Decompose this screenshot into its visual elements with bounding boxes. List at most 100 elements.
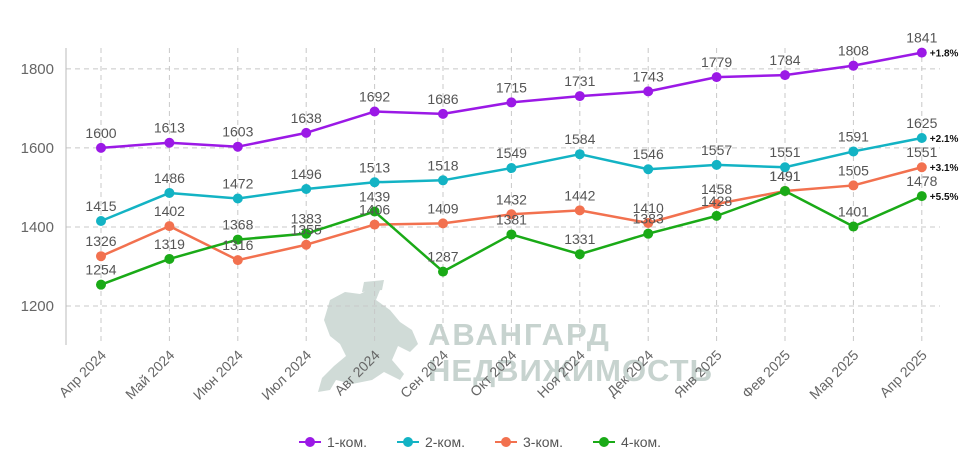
data-point (711, 72, 722, 83)
data-label: 1731 (564, 73, 595, 89)
grid (66, 48, 940, 345)
x-tick-label: Апр 2025 (876, 347, 930, 401)
legend: 1-ком. 2-ком. 3-ком. 4-ком. (0, 434, 960, 450)
data-label: 1458 (701, 181, 732, 197)
brand-line2: НЕДВИЖИМОСТЬ (428, 353, 713, 388)
data-label: 1254 (85, 262, 116, 278)
data-point (643, 228, 654, 239)
data-label: 1432 (496, 191, 527, 207)
data-label: 1600 (85, 125, 116, 141)
legend-item[interactable]: 3-ком. (495, 434, 563, 450)
data-label: 1415 (85, 198, 116, 214)
data-point (506, 163, 517, 174)
legend-item[interactable]: 4-ком. (593, 434, 661, 450)
data-label: 1402 (154, 203, 185, 219)
data-point (369, 219, 380, 230)
data-label: 1326 (85, 233, 116, 249)
legend-swatch (298, 436, 321, 448)
data-label: 1496 (291, 166, 322, 182)
data-label: 1316 (222, 237, 253, 253)
data-point (369, 177, 380, 188)
data-label: 1546 (633, 146, 664, 162)
data-point (164, 253, 175, 264)
data-point (301, 183, 312, 194)
data-point (643, 86, 654, 97)
data-point (780, 162, 790, 173)
data-point (96, 216, 106, 227)
data-point (643, 164, 654, 175)
data-label: 1383 (291, 211, 322, 227)
data-label: 1428 (701, 193, 732, 209)
data-point (848, 221, 859, 232)
y-tick-label: 1200 (21, 298, 54, 315)
data-label: 1472 (222, 175, 253, 191)
legend-swatch (396, 436, 419, 448)
data-point (574, 149, 585, 160)
data-point (232, 234, 243, 245)
x-tick-label: Апр 2024 (56, 347, 110, 401)
data-label: 1406 (359, 202, 390, 218)
data-label: 1439 (359, 189, 390, 205)
data-label: 1638 (291, 110, 322, 126)
data-label: 1478 (906, 173, 937, 189)
data-label: 1625 (906, 115, 937, 131)
y-tick-label: 1600 (21, 140, 54, 157)
data-label: 1368 (222, 217, 253, 233)
data-point (438, 175, 448, 186)
data-label: 1518 (427, 157, 458, 173)
data-point (711, 199, 722, 210)
data-point (301, 228, 312, 239)
data-label: 1513 (359, 159, 390, 175)
data-label: 1557 (701, 142, 732, 158)
data-label: 1381 (496, 211, 527, 227)
data-point (164, 221, 175, 232)
data-point (780, 185, 790, 196)
data-label: 1784 (769, 52, 800, 68)
data-point (916, 132, 927, 143)
data-label: 1584 (564, 131, 595, 147)
y-axis-ticks: 1200 1400 1600 1800 (21, 61, 54, 315)
series-lines (96, 47, 927, 290)
horse-rider-logo (318, 280, 418, 392)
x-tick-label: Июл 2024 (258, 347, 314, 403)
data-label: 1603 (222, 124, 253, 140)
data-point (711, 159, 722, 170)
data-point (506, 229, 517, 240)
data-label: 1410 (633, 200, 664, 216)
data-point (369, 206, 380, 217)
legend-swatch (495, 436, 517, 448)
legend-item[interactable]: 1-ком. (298, 434, 367, 450)
data-point (96, 251, 106, 262)
data-label: 1692 (359, 89, 390, 105)
data-label: 1486 (154, 170, 185, 186)
change-label: +3.1% (930, 163, 959, 174)
data-point (916, 47, 927, 58)
data-point (96, 142, 106, 153)
x-tick-label: Фев 2025 (739, 347, 794, 402)
data-point (232, 193, 243, 204)
data-label: 1355 (291, 222, 322, 238)
data-point (574, 249, 585, 260)
data-label: 1491 (769, 168, 800, 184)
data-point (438, 266, 448, 277)
data-label: 1409 (427, 200, 458, 216)
data-point (232, 141, 243, 152)
x-tick-label: Мар 2025 (806, 347, 862, 403)
data-label: 1743 (633, 68, 664, 84)
legend-item[interactable]: 2-ком. (396, 434, 465, 450)
x-tick-label: Май 2024 (122, 347, 178, 403)
legend-label: 1-ком. (326, 434, 367, 450)
y-tick-label: 1400 (21, 219, 54, 236)
brand-line1: АВАНГАРД (428, 317, 611, 352)
data-label: 1591 (838, 128, 869, 144)
legend-label: 2-ком. (424, 434, 465, 450)
data-point (164, 187, 175, 198)
data-point (438, 108, 448, 119)
data-label: 1779 (701, 54, 732, 70)
data-label: 1331 (564, 231, 595, 247)
data-label: 1686 (427, 91, 458, 107)
legend-label: 4-ком. (621, 434, 662, 450)
data-point (574, 91, 585, 102)
data-label: 1551 (906, 144, 937, 160)
data-point (506, 209, 517, 220)
